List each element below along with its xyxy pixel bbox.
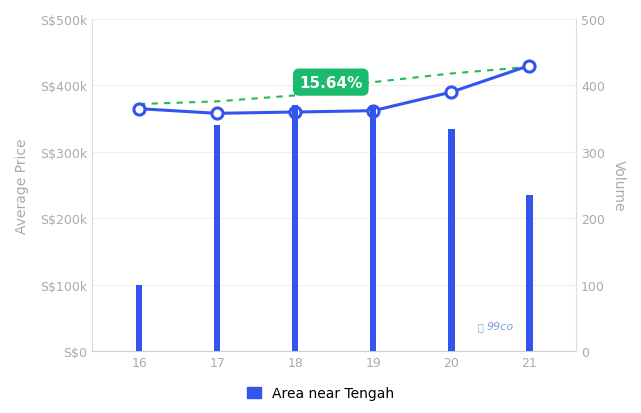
Bar (214, 126, 221, 351)
Text: 99co: 99co (487, 321, 514, 331)
Y-axis label: Volume: Volume (612, 160, 626, 211)
Bar (292, 106, 298, 351)
Bar (370, 106, 376, 351)
Text: 15.64%: 15.64% (299, 76, 363, 90)
Bar (448, 129, 454, 351)
Bar (136, 285, 142, 351)
Bar (526, 196, 533, 351)
Legend: Area near Tengah: Area near Tengah (242, 381, 399, 406)
Text: ⭐: ⭐ (477, 321, 483, 331)
Y-axis label: Average Price: Average Price (15, 138, 29, 233)
